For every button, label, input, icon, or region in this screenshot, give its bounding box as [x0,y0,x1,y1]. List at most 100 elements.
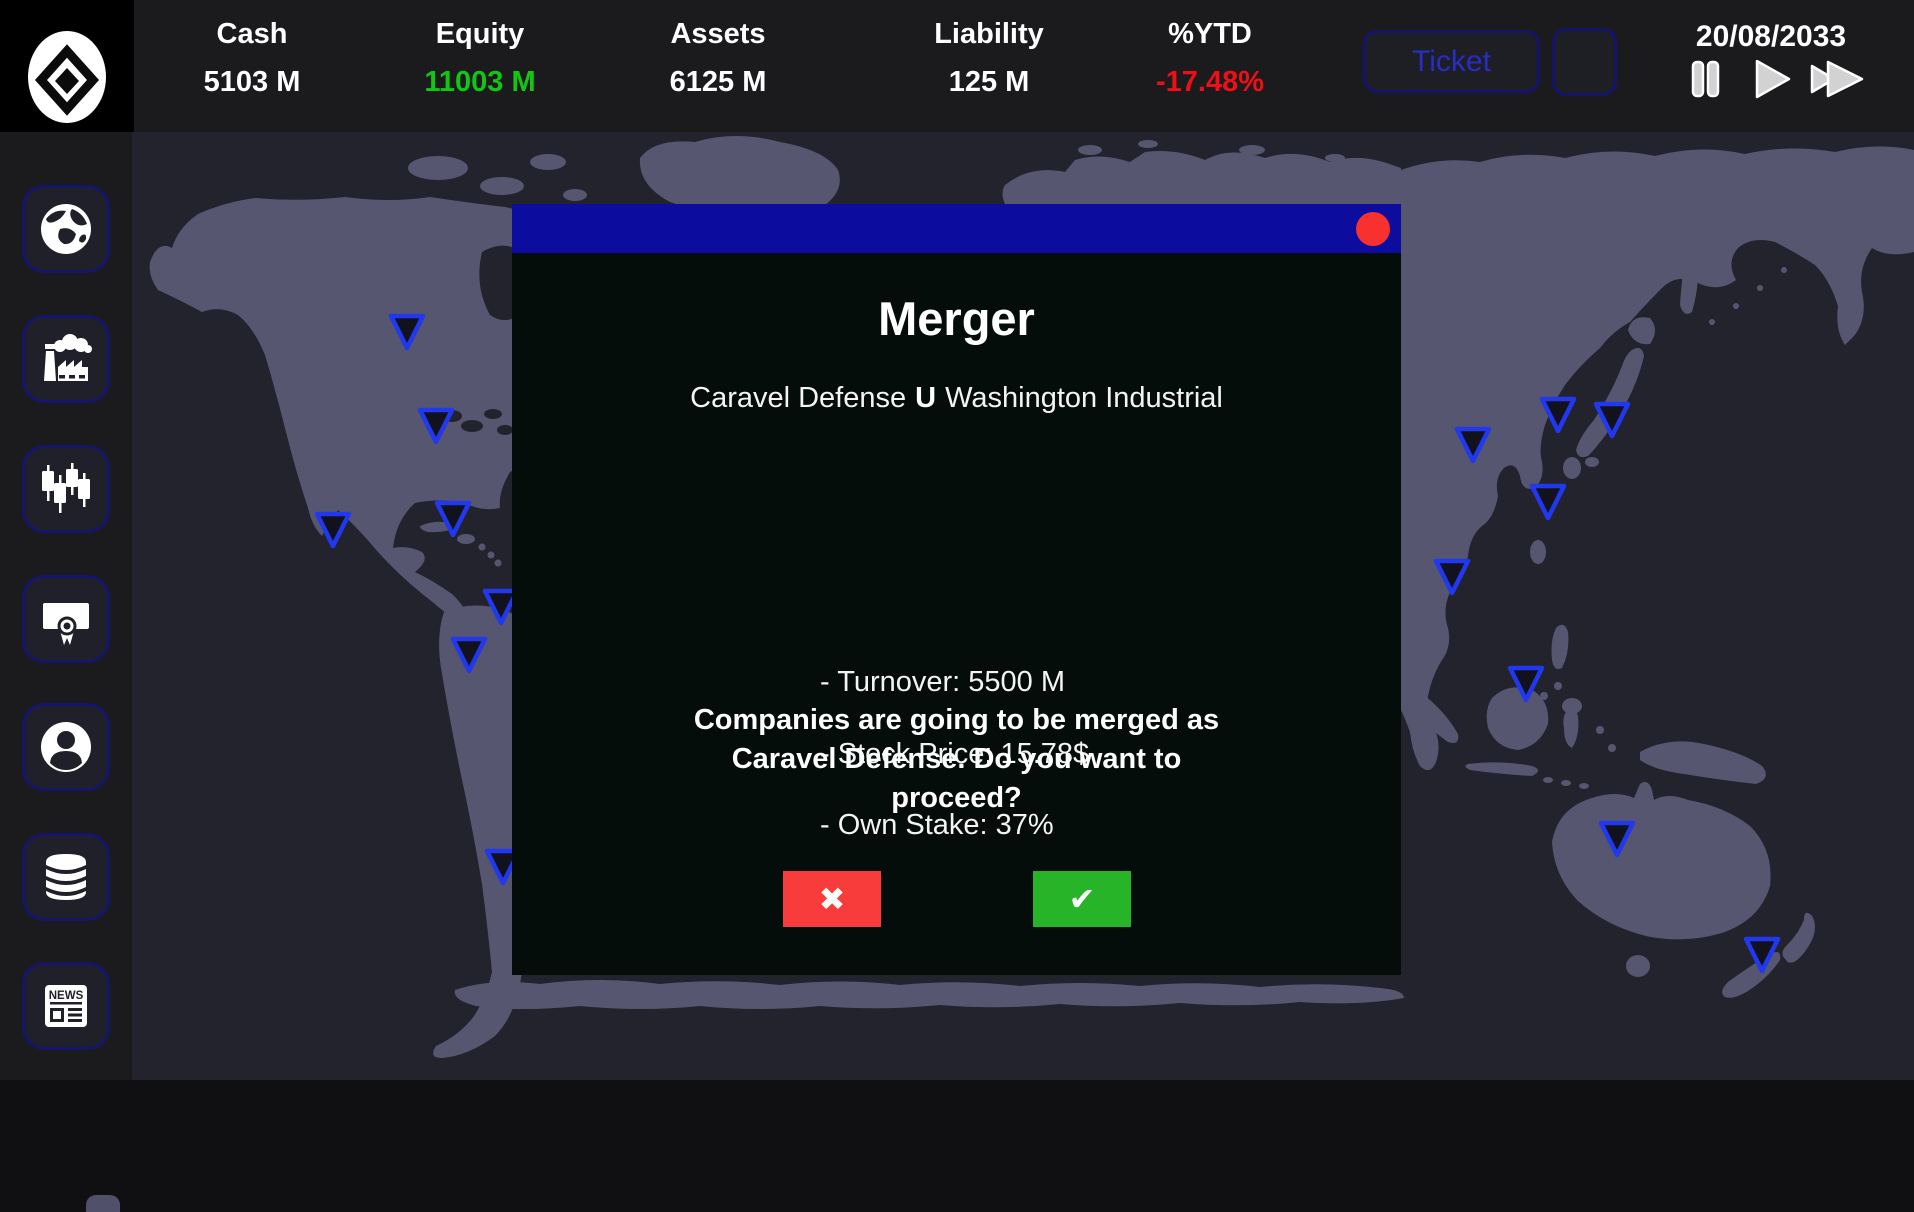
island-java [1465,762,1538,776]
stat-label: %YTD [1168,18,1252,50]
island [1078,145,1102,155]
map-marker[interactable] [1454,426,1492,464]
merger-dialog: Merger Caravel Defense U Washington Indu… [512,204,1401,975]
island-tasmania [1626,955,1650,977]
sidebar-item-licenses[interactable] [22,575,110,663]
stat-assets: Assets 6125 M [598,0,838,132]
island [1579,783,1589,789]
map-markers-layer [314,313,1781,974]
database-icon [46,854,86,900]
great-lake [497,425,513,435]
profile-icon [41,722,91,772]
map-marker[interactable] [1539,396,1577,434]
great-lake [484,409,502,419]
stat-label: Liability [934,18,1044,50]
island-luzon [1551,624,1569,669]
island [478,543,486,551]
stat-value: 6125 M [669,66,767,98]
landmass-greenland [639,136,840,212]
news-icon: NEWS [45,985,87,1027]
map-marker[interactable] [434,500,472,538]
checkmark-icon: ✔ [1068,881,1096,917]
island-new-guinea [1640,741,1766,784]
close-icon[interactable] [1356,212,1390,246]
company-logo[interactable] [0,0,134,132]
map-marker[interactable] [417,407,455,445]
dialog-header[interactable] [512,204,1401,253]
island [1709,319,1715,325]
great-lake [461,420,483,432]
map-marker[interactable] [388,313,426,351]
island [494,559,502,567]
company-b: Washington Industrial [945,382,1223,414]
map-marker[interactable] [1433,558,1471,596]
union-symbol: U [915,382,937,414]
pause-icon[interactable] [1691,60,1720,98]
merger-own-stake: - Own Stake: 37% [820,809,1054,841]
island-nz-north [1782,912,1815,963]
company-a: Caravel Defense [690,382,907,414]
map-marker[interactable] [1593,401,1631,439]
accept-button[interactable]: ✔ [1033,871,1131,927]
sidebar: NEWS [0,132,132,1212]
island-sakhalin [1680,241,1699,314]
island-sulawesi [1563,708,1579,748]
island-hokkaido [1628,317,1655,345]
globe-icon [41,204,91,254]
map-marker[interactable] [450,636,488,674]
island [1757,285,1763,291]
island [563,189,587,201]
sidebar-item-profile[interactable] [22,703,110,791]
merger-question: Companies are going to be merged as Cara… [693,704,1220,814]
landmass-eurasia-north [1002,151,1401,204]
reject-button[interactable]: ✖ [783,871,881,927]
sidebar-item-stock-market[interactable] [22,445,110,533]
stat-liability: Liability 125 M [869,0,1109,132]
island-borneo [1486,687,1549,750]
island [1325,154,1345,162]
island [408,156,468,180]
sidebar-item-data[interactable] [22,833,110,921]
stat-cash: Cash 5103 M [132,0,372,132]
stat-value: 5103 M [203,66,301,98]
stat-label: Assets [670,18,766,50]
island [1781,267,1787,273]
map-marker[interactable] [1598,820,1636,858]
map-marker[interactable] [484,848,522,886]
island [1543,777,1553,783]
island-taiwan [1530,540,1546,564]
sidebar-item-news[interactable]: NEWS [22,962,110,1050]
merger-turnover: - Turnover: 5500 M [820,666,1065,698]
fast-forward-icon[interactable] [1810,60,1864,98]
map-marker[interactable] [482,588,520,626]
certificate-icon [43,603,89,645]
island [530,154,566,170]
stat-value: 11003 M [424,66,536,98]
island [1540,692,1548,700]
map-marker[interactable] [314,511,352,549]
island [457,534,475,544]
game-date: 20/08/2033 [1695,20,1847,53]
secondary-square-button[interactable] [1552,28,1617,96]
map-marker[interactable] [1507,665,1545,703]
ticket-button-label: Ticket [1412,44,1491,78]
island-sumatra [1403,692,1459,743]
island [1596,726,1604,734]
landmass-asia [1401,146,1914,771]
sidebar-item-world[interactable] [22,185,110,273]
sidebar-item-industry[interactable] [22,315,110,403]
diamond-logo-icon [28,31,106,123]
island-shikoku [1585,457,1599,467]
play-icon[interactable] [1755,60,1791,99]
map-marker[interactable] [1529,483,1567,521]
candlestick-chart-icon [42,463,90,513]
island [1138,140,1158,148]
ticket-button[interactable]: Ticket [1363,30,1540,93]
dialog-title: Merger [878,292,1035,345]
stat-label: Equity [435,18,525,50]
factory-icon [44,334,92,381]
map-marker[interactable] [1743,936,1781,974]
landmass-antarctica [454,980,1405,1009]
island [1608,744,1616,752]
